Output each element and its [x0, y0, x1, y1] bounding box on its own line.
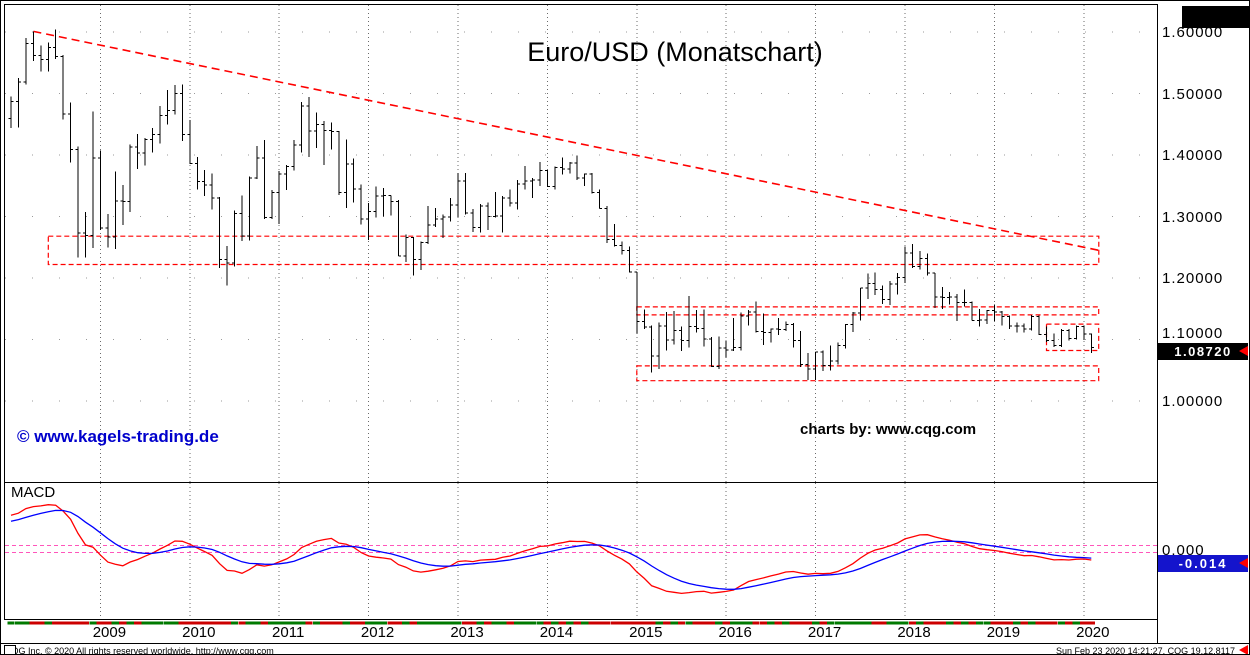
x-axis-year-label: 2012 — [360, 624, 395, 641]
last-price-arrow-icon — [1239, 346, 1248, 356]
x-axis-year-label: 2014 — [539, 624, 574, 641]
x-axis-year-label: 2010 — [182, 624, 216, 641]
macd-value-arrow-icon — [1239, 558, 1248, 568]
x-axis-year-label: 2015 — [629, 624, 663, 641]
price-axis-label: 1.10000 — [1162, 324, 1224, 342]
footer-arrow-icon — [1239, 645, 1248, 654]
x-axis-year-label: 2009 — [92, 624, 127, 641]
x-axis-year-label: 2011 — [272, 624, 305, 641]
x-axis-year-label: 2016 — [718, 624, 752, 641]
price-chart-canvas[interactable] — [5, 5, 1157, 482]
x-axis-year-label: 2013 — [450, 624, 484, 641]
macd-signal-line — [10, 509, 1092, 590]
macd-line — [10, 504, 1092, 595]
price-axis-label: 1.30000 — [1162, 208, 1224, 226]
cqg-credit-text: charts by: www.cqg.com — [800, 421, 977, 438]
macd-panel[interactable]: MACD — [4, 482, 1158, 620]
macd-value-tag: -0.014 — [1158, 555, 1248, 572]
support-resistance-box[interactable] — [636, 306, 1100, 316]
x-axis-year-label: 2018 — [897, 624, 931, 641]
kagels-trading-watermark: © www.kagels-trading.de — [17, 427, 219, 446]
corner-box — [1182, 6, 1249, 28]
price-axis-label: 1.00000 — [1162, 393, 1224, 410]
price-axis-label: 1.50000 — [1162, 85, 1224, 103]
price-chart-panel[interactable]: Euro/USD (Monatschart) © www.kagels-trad… — [4, 4, 1158, 483]
axis-divider — [1157, 620, 1158, 643]
x-axis-year-label: 2020 — [1076, 624, 1110, 641]
support-resistance-box[interactable] — [636, 365, 1100, 382]
macd-canvas[interactable] — [5, 483, 1157, 618]
last-price-tag: 1.08720 — [1158, 343, 1248, 360]
x-axis-year-label: 2019 — [986, 624, 1021, 641]
price-axis-label: 1.40000 — [1162, 147, 1224, 164]
status-bar: CQG Inc. © 2020 All rights reserved worl… — [1, 643, 1249, 655]
macd-indicator-label: MACD — [8, 484, 59, 501]
x-axis-year-label: 2017 — [807, 624, 842, 641]
macd-zero-label: 0.000 — [1162, 542, 1205, 559]
price-axis-label: 1.60000 — [1162, 24, 1224, 41]
scrollbar-handle[interactable] — [4, 645, 16, 654]
price-axis-label: 1.20000 — [1162, 270, 1224, 287]
support-resistance-box[interactable] — [47, 235, 1100, 266]
month-direction-strip — [7, 621, 1095, 625]
chart-title: Euro/USD (Monatschart) — [527, 37, 823, 67]
ohlc-bars — [8, 29, 1094, 381]
timestamp-text: Sun Feb 23 2020 14:21:27, CQG 19.12.8117 — [1056, 646, 1235, 655]
copyright-text: CQG Inc. © 2020 All rights reserved worl… — [5, 646, 274, 655]
support-resistance-box[interactable] — [1045, 323, 1100, 352]
time-axis[interactable] — [5, 620, 1157, 643]
